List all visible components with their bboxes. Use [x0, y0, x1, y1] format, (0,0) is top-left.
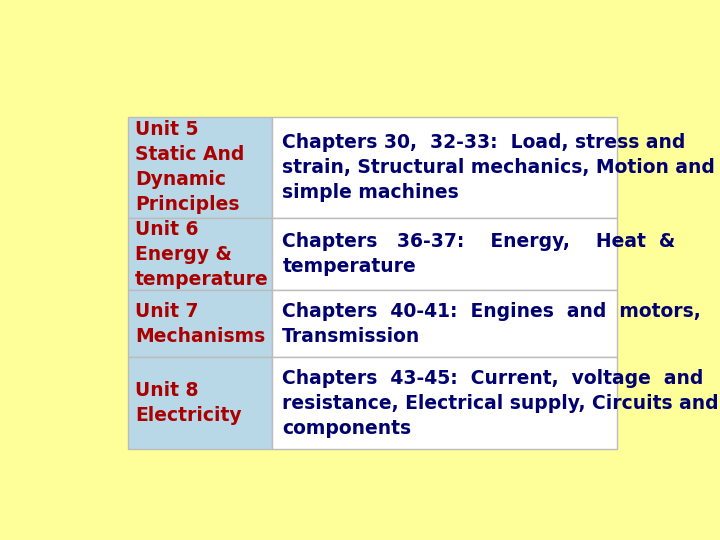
Text: Unit 6
Energy &
temperature: Unit 6 Energy & temperature: [135, 220, 269, 289]
Text: Chapters 30,  32-33:  Load, stress and
strain, Structural mechanics, Motion and
: Chapters 30, 32-33: Load, stress and str…: [282, 133, 715, 202]
Bar: [272, 291, 617, 357]
Bar: [128, 291, 272, 357]
Bar: [128, 117, 272, 218]
Text: Unit 7
Mechanisms: Unit 7 Mechanisms: [135, 302, 266, 346]
Text: Unit 8
Electricity: Unit 8 Electricity: [135, 381, 242, 425]
Text: Chapters  43-45:  Current,  voltage  and
resistance, Electrical supply, Circuits: Chapters 43-45: Current, voltage and res…: [282, 369, 719, 437]
Bar: [128, 357, 272, 449]
Bar: [272, 218, 617, 291]
Bar: [272, 117, 617, 218]
Text: Chapters   36-37:    Energy,    Heat  &
temperature: Chapters 36-37: Energy, Heat & temperatu…: [282, 232, 675, 276]
Text: Unit 5
Static And
Dynamic
Principles: Unit 5 Static And Dynamic Principles: [135, 120, 245, 214]
Bar: [128, 218, 272, 291]
Bar: [272, 357, 617, 449]
Text: Chapters  40-41:  Engines  and  motors,
Transmission: Chapters 40-41: Engines and motors, Tran…: [282, 302, 701, 346]
